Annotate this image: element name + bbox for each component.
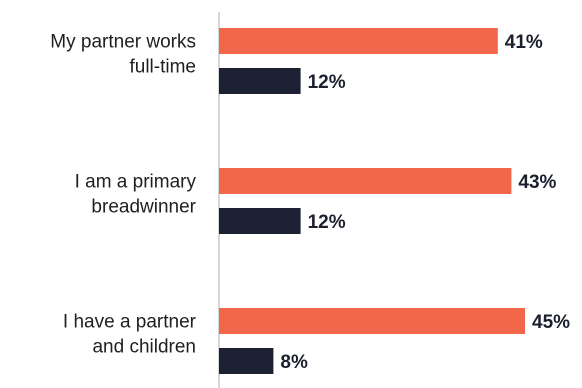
category-label-line: My partner works bbox=[50, 32, 196, 53]
labels-layer: My partner works full-time 41% 12% I am a pr… bbox=[50, 32, 570, 374]
category-label-line: I am a primary bbox=[75, 172, 197, 193]
bar-series-1 bbox=[219, 28, 498, 54]
category-label-line: full-time bbox=[129, 57, 196, 78]
data-label: 8% bbox=[280, 352, 308, 373]
bar-series-2 bbox=[219, 208, 301, 234]
category-label-line: I have a partner bbox=[63, 312, 197, 333]
category-label-line: breadwinner bbox=[91, 197, 196, 218]
data-label: 45% bbox=[532, 312, 570, 333]
data-label: 43% bbox=[518, 172, 556, 193]
bar-series-2 bbox=[219, 68, 301, 94]
bars-layer bbox=[219, 28, 525, 374]
bar-series-1 bbox=[219, 308, 525, 334]
data-label: 12% bbox=[308, 72, 346, 93]
bar-series-1 bbox=[219, 168, 512, 194]
category-label: I am a primary breadwinner bbox=[75, 172, 197, 218]
bar-series-2 bbox=[219, 348, 274, 374]
data-label: 41% bbox=[505, 32, 543, 53]
category-label-line: and children bbox=[92, 337, 196, 358]
category-label: My partner works full-time bbox=[50, 32, 196, 78]
data-label: 12% bbox=[308, 212, 346, 233]
category-label: I have a partner and children bbox=[63, 312, 197, 358]
